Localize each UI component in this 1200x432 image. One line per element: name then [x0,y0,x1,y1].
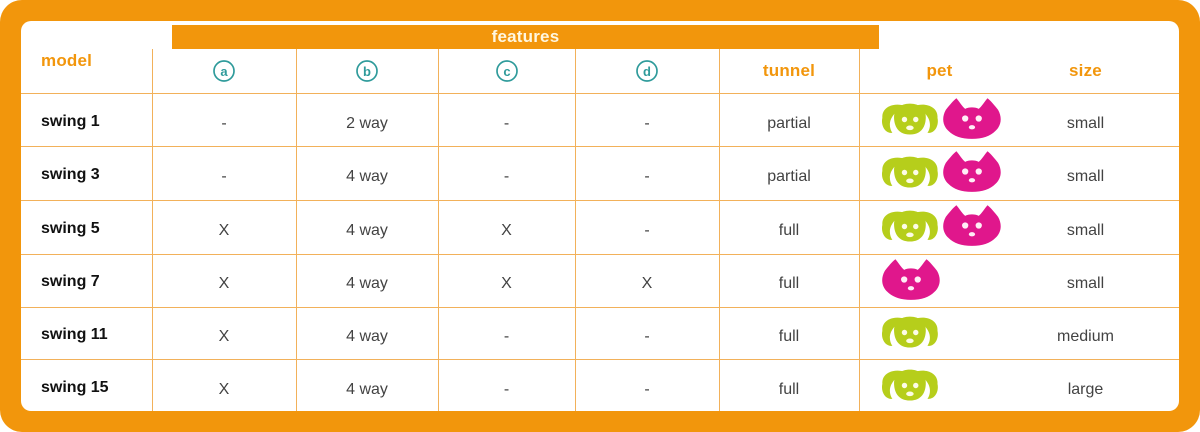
svg-text:b: b [363,64,371,79]
svg-text:a: a [220,64,228,79]
svg-text:c: c [503,64,510,79]
svg-text:d: d [643,64,651,79]
